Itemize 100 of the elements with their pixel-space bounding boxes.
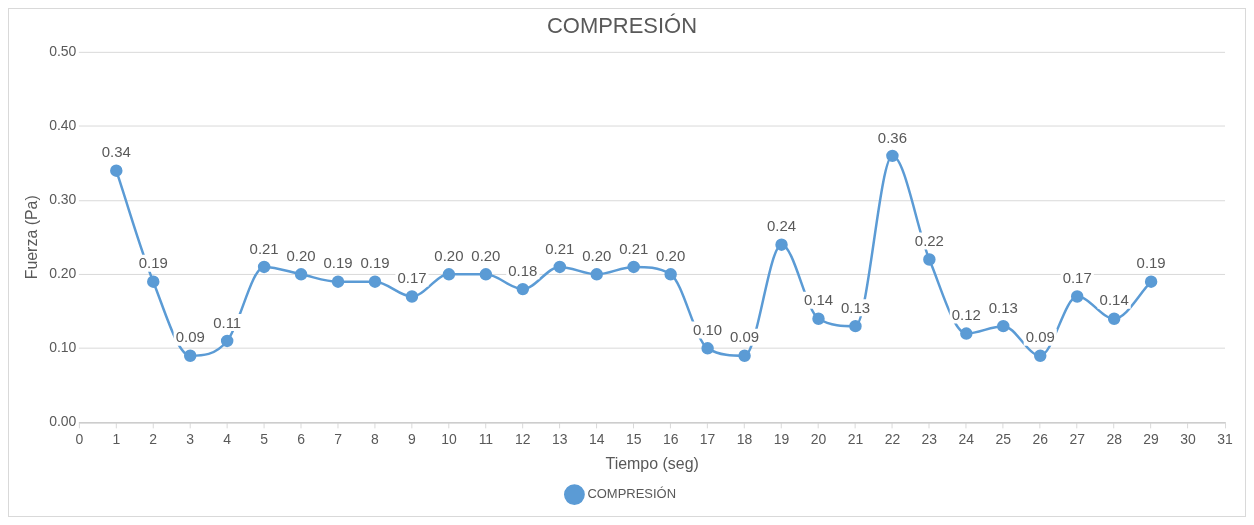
point <box>627 260 640 274</box>
data-label: 0.09 <box>1025 328 1055 346</box>
data-label: 0.17 <box>1062 269 1092 287</box>
data-label: 0.19 <box>360 254 390 272</box>
point <box>442 268 456 281</box>
y-axis-title: Fuerza (Pa) <box>22 195 40 280</box>
x-tick-label: 9 <box>408 430 417 447</box>
x-tick-label: 3 <box>186 430 195 447</box>
x-tick-label: 20 <box>810 430 827 447</box>
y-tick-label: 0.00 <box>49 413 77 430</box>
x-tick-label: 12 <box>515 430 531 447</box>
data-label: 0.24 <box>766 217 797 235</box>
x-tick-label: 18 <box>736 430 753 447</box>
point <box>110 164 123 177</box>
x-tick-label: 25 <box>995 430 1012 447</box>
point <box>1034 349 1047 362</box>
y-tick-label: 0.20 <box>49 265 77 282</box>
point <box>1107 312 1121 325</box>
data-label: 0.13 <box>988 298 1018 316</box>
point <box>1144 275 1158 288</box>
data-label: 0.19 <box>323 254 353 272</box>
x-axis-title: Tiempo (seg) <box>605 455 699 472</box>
point <box>701 342 714 355</box>
x-tick-label: 11 <box>478 430 494 447</box>
legend-label: COMPRESIÓN <box>587 486 677 502</box>
data-label: 0.21 <box>619 239 649 257</box>
point <box>405 290 419 303</box>
point <box>590 268 603 281</box>
x-tick-label: 5 <box>260 430 269 447</box>
x-tick-label: 2 <box>149 430 158 447</box>
point <box>812 312 825 325</box>
data-label: 0.21 <box>249 239 279 257</box>
x-tick-label: 29 <box>1143 430 1160 447</box>
data-label: 0.10 <box>693 321 723 339</box>
data-label: 0.19 <box>1136 254 1166 272</box>
data-label: 0.19 <box>138 254 168 272</box>
data-label: 0.14 <box>1099 291 1129 309</box>
x-tick-label: 8 <box>371 430 380 447</box>
data-label: 0.21 <box>545 239 575 257</box>
point <box>368 275 382 288</box>
point <box>886 149 899 163</box>
x-tick-label: 0 <box>75 430 84 447</box>
x-tick-label: 26 <box>1032 430 1049 447</box>
point <box>257 260 271 274</box>
point <box>220 334 234 348</box>
x-tick-label: 7 <box>334 430 343 447</box>
data-label: 0.13 <box>840 298 871 316</box>
x-tick-label: 24 <box>958 430 975 447</box>
data-label: 0.20 <box>434 247 464 264</box>
data-label: 0.20 <box>471 247 501 264</box>
point <box>960 327 973 340</box>
data-label: 0.20 <box>656 247 686 264</box>
point <box>1070 290 1084 303</box>
point <box>738 349 751 362</box>
data-label: 0.12 <box>951 306 981 324</box>
x-tick-label: 15 <box>625 430 642 447</box>
point <box>923 253 936 266</box>
x-tick-label: 6 <box>297 430 306 447</box>
x-tick-label: 19 <box>773 430 790 447</box>
x-tick-label: 10 <box>441 430 457 447</box>
y-tick-label: 0.40 <box>49 117 77 134</box>
point <box>479 268 493 281</box>
data-label: 0.09 <box>730 328 760 346</box>
x-tick-label: 27 <box>1069 430 1086 447</box>
x-tick-label: 14 <box>588 430 605 447</box>
data-label: 0.34 <box>101 143 131 161</box>
x-tick-label: 21 <box>847 430 864 447</box>
point <box>553 260 567 274</box>
point <box>775 238 788 251</box>
data-label: 0.36 <box>877 128 907 146</box>
x-tick-label: 13 <box>552 430 568 447</box>
point <box>664 268 677 281</box>
point <box>294 268 308 281</box>
point <box>997 319 1010 333</box>
point <box>331 275 345 288</box>
data-label: 0.20 <box>582 247 612 264</box>
x-tick-label: 22 <box>884 430 901 447</box>
data-label: 0.09 <box>175 328 205 346</box>
y-tick-label: 0.50 <box>49 43 77 60</box>
point <box>516 282 530 296</box>
x-tick-label: 28 <box>1106 430 1123 447</box>
x-tick-label: 31 <box>1217 430 1234 447</box>
data-label: 0.22 <box>914 232 944 250</box>
data-label: 0.14 <box>803 291 834 309</box>
point <box>147 275 160 288</box>
point <box>849 319 862 333</box>
chart-title: COMPRESIÓN <box>547 13 698 39</box>
y-tick-label: 0.30 <box>49 191 77 208</box>
x-tick-label: 17 <box>699 430 716 447</box>
data-label: 0.11 <box>213 313 242 331</box>
x-tick-label: 4 <box>223 430 232 447</box>
x-tick-label: 16 <box>662 430 679 447</box>
data-label: 0.20 <box>286 247 316 264</box>
x-tick-label: 1 <box>112 430 121 447</box>
x-tick-label: 30 <box>1180 430 1197 447</box>
x-tick-label: 23 <box>921 430 938 447</box>
data-label: 0.18 <box>508 261 538 279</box>
point <box>183 349 197 362</box>
y-tick-label: 0.10 <box>49 339 77 356</box>
data-label: 0.17 <box>397 269 427 287</box>
